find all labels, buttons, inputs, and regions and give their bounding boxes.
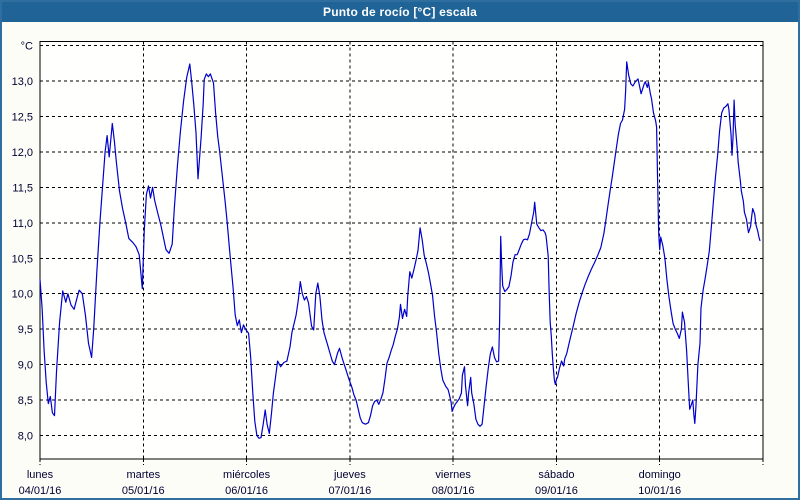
y-tick-label: 11,0 xyxy=(12,218,33,230)
x-label-date: 09/01/16 xyxy=(535,485,578,497)
x-label-date: 06/01/16 xyxy=(225,485,268,497)
x-label-date: 08/01/16 xyxy=(432,485,475,497)
x-label-day: lunes xyxy=(27,469,54,481)
plot-frame xyxy=(39,40,764,460)
y-tick-label: 12,0 xyxy=(12,147,33,159)
x-label-date: 04/01/16 xyxy=(19,485,62,497)
x-label-day: domingo xyxy=(639,469,681,481)
y-tick-label: 13,0 xyxy=(12,76,33,88)
window-titlebar: Punto de rocío [°C] escala xyxy=(2,2,798,22)
y-tick-label: 8,5 xyxy=(18,395,33,407)
x-label-day: martes xyxy=(126,469,160,481)
y-tick-label: 10,0 xyxy=(12,289,33,301)
x-label-date: 07/01/16 xyxy=(328,485,371,497)
y-tick-label: 9,5 xyxy=(18,324,33,336)
x-label-date: 10/01/16 xyxy=(638,485,681,497)
x-label-day: sábado xyxy=(538,469,574,481)
y-tick-label: 9,0 xyxy=(18,360,33,372)
chart-svg: lunes 04/01/16 martes 05/01/16 miércoles 06/0… xyxy=(12,40,764,497)
x-label-day: miércoles xyxy=(223,469,271,481)
x-label-date: 05/01/16 xyxy=(122,485,165,497)
y-axis-unit-label: °C xyxy=(21,41,33,53)
x-label-day: jueves xyxy=(333,469,366,481)
x-label-day: viernes xyxy=(435,469,471,481)
y-tick-label: 8,0 xyxy=(18,431,33,443)
window-title: Punto de rocío [°C] escala xyxy=(322,5,478,19)
y-tick-label: 11,5 xyxy=(12,182,33,194)
plot-background xyxy=(40,41,763,459)
dewpoint-line xyxy=(39,61,761,439)
y-tick-label: 12,5 xyxy=(12,111,33,123)
y-tick-label: 10,5 xyxy=(12,253,33,265)
